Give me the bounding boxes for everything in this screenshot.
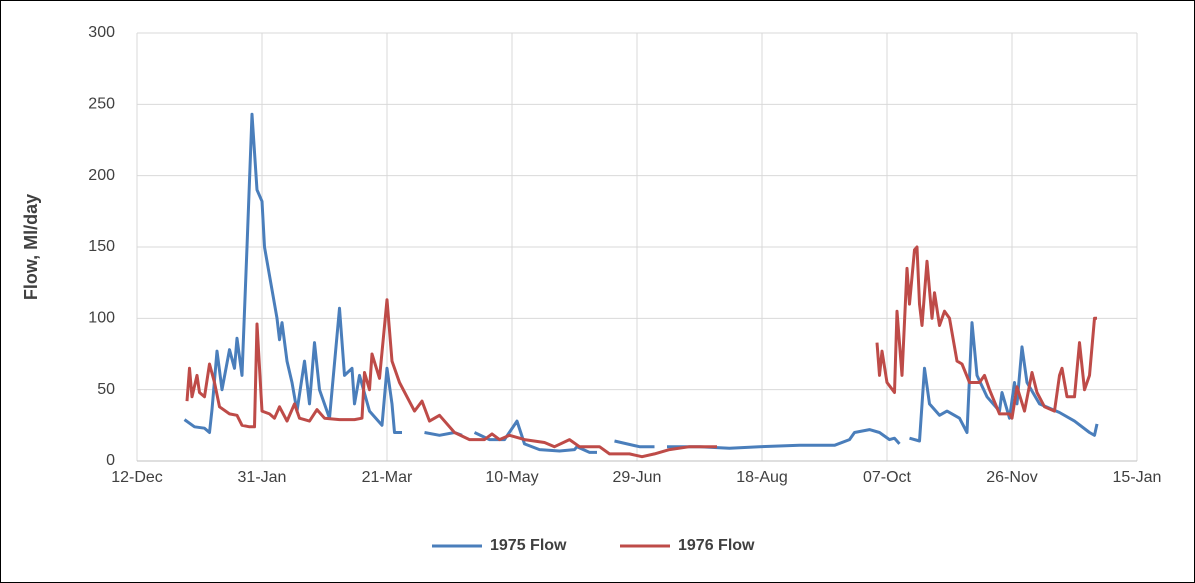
y-axis-label: Flow, Ml/day	[21, 194, 41, 300]
y-tick-label: 300	[88, 24, 115, 41]
legend-label: 1976 Flow	[678, 537, 755, 554]
x-tick-label: 21-Mar	[362, 469, 413, 486]
y-tick-label: 100	[88, 310, 115, 327]
line-series	[183, 112, 1099, 454]
x-tick-label: 31-Jan	[238, 469, 287, 486]
y-tick-label: 200	[88, 167, 115, 184]
y-tick-label: 250	[88, 96, 115, 113]
x-tick-label: 15-Jan	[1113, 469, 1162, 486]
x-tick-label: 07-Oct	[863, 469, 912, 486]
x-tick-label: 12-Dec	[111, 469, 163, 486]
y-tick-label: 50	[97, 381, 115, 398]
x-tick-label: 10-May	[485, 469, 538, 486]
x-tick-label: 26-Nov	[986, 469, 1038, 486]
line-series	[185, 245, 1097, 459]
y-tick-label: 0	[106, 452, 115, 469]
x-tick-label: 29-Jun	[613, 469, 662, 486]
y-tick-label: 150	[88, 238, 115, 255]
x-tick-label: 18-Aug	[736, 469, 788, 486]
legend-label: 1975 Flow	[490, 537, 567, 554]
